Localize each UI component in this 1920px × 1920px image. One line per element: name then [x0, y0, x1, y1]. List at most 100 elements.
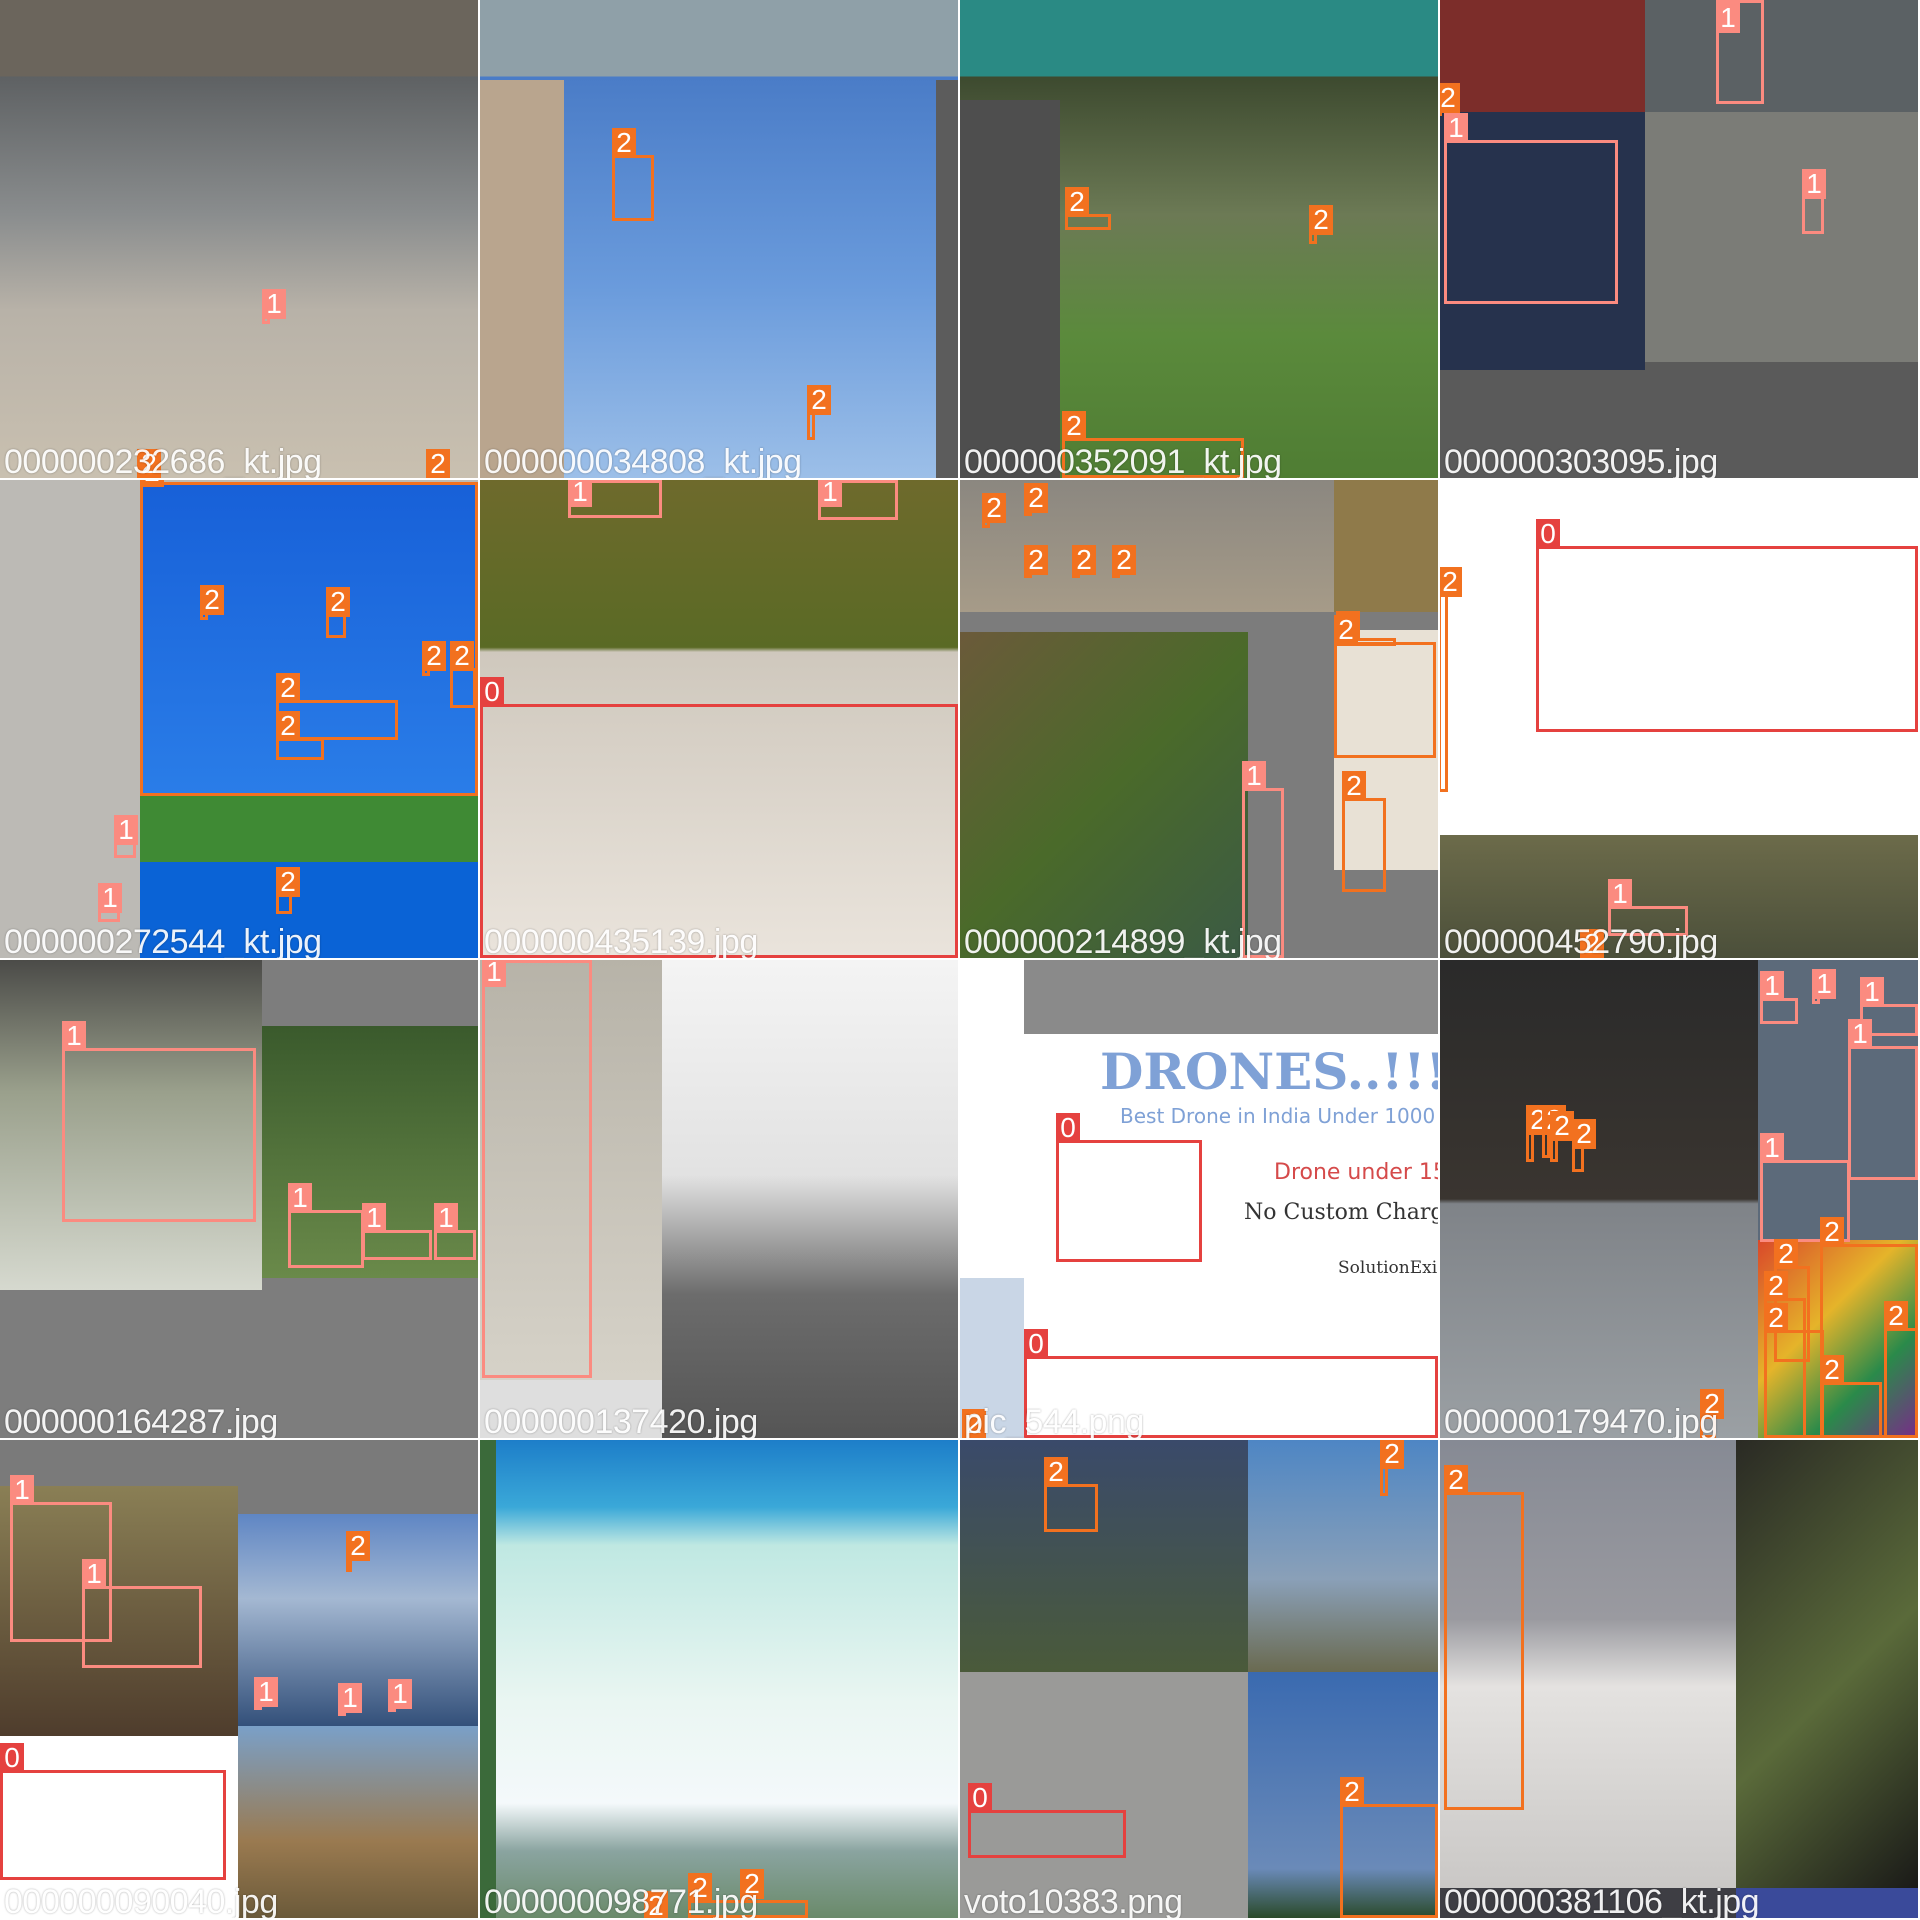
tile-7: 2 2 2 2 2 2 2 2 2 1 000000214899_kt.jpg: [960, 480, 1438, 958]
class-id-label: 2: [450, 641, 474, 671]
class-id-label: 2: [276, 711, 300, 741]
bounding-box: 2: [1820, 1355, 1882, 1438]
bounding-box: 2: [422, 641, 446, 676]
bounding-box: 2: [962, 1409, 986, 1438]
class-id-label: 2: [1820, 1355, 1844, 1385]
bounding-box: 0: [480, 677, 958, 958]
bounding-box: 2: [1044, 1457, 1098, 1532]
bounding-box: 2: [1440, 567, 1462, 792]
bounding-box: 1: [388, 1679, 412, 1712]
class-id-label: 2: [1024, 483, 1048, 513]
class-id-label: 2: [1309, 205, 1333, 235]
class-id-label: 2: [740, 1869, 764, 1899]
tile-filename: 000000381106_kt.jpg: [1444, 1883, 1760, 1918]
bounding-box: 0: [0, 1743, 226, 1880]
bounding-box: 2: [1440, 83, 1460, 116]
class-id-label: 2: [276, 673, 300, 703]
class-id-label: 1: [254, 1677, 278, 1707]
bounding-box: 1: [98, 883, 122, 922]
tile-filename: pic_544.png: [964, 1403, 1144, 1438]
class-id-label: 1: [10, 1475, 34, 1505]
tile-filename: 000000232686_kt.jpg: [4, 443, 322, 478]
bounding-box: 1: [434, 1203, 476, 1260]
class-id-label: 2: [276, 867, 300, 897]
sign-price: Drone under 15: [1274, 1160, 1438, 1185]
bounding-box: 2: [326, 587, 350, 638]
grid-divider: [0, 1438, 1920, 1440]
class-id-label: 2: [1440, 83, 1460, 113]
class-id-label: 1: [262, 289, 286, 319]
class-id-label: 2: [137, 449, 161, 478]
class-id-label: 1: [338, 1683, 362, 1713]
class-id-label: 2: [1580, 929, 1604, 958]
bounding-box: 1: [1848, 1019, 1918, 1180]
sign-brand: SolutionExist: [1338, 1258, 1438, 1278]
tile-filename: 000000090040.jpg: [4, 1883, 278, 1918]
sign-charges: No Custom Charges: [1244, 1200, 1438, 1225]
class-id-label: 2: [1062, 411, 1086, 441]
bounding-box: 2: [1526, 1105, 1550, 1162]
tile-4: 1 1 1 2 000000303095.jpg: [1440, 0, 1918, 478]
bounding-box: 2: [1342, 771, 1386, 892]
tile-8: 2 0 1 2 000000452790.jpg: [1440, 480, 1918, 958]
bounding-box: 2: [346, 1531, 370, 1572]
tile-filename: 000000352091_kt.jpg: [964, 443, 1282, 478]
bounding-box: 2: [807, 385, 831, 440]
class-id-label: 1: [62, 1021, 86, 1051]
bounding-box: 2: [140, 480, 478, 796]
class-id-label: 2: [326, 587, 350, 617]
bounding-box: 0: [1056, 1113, 1202, 1262]
class-id-label: 0: [480, 677, 504, 707]
bounding-box: 2: [276, 711, 324, 760]
bounding-box: 2: [1309, 205, 1333, 244]
grid-divider: [958, 0, 960, 1920]
bounding-box: 2: [1340, 1777, 1438, 1918]
tile-filename: 000000164287.jpg: [4, 1403, 278, 1438]
bounding-box: 1: [114, 815, 138, 858]
tile-16: 2 000000381106_kt.jpg: [1440, 1440, 1918, 1918]
bounding-box: 2: [1700, 1389, 1724, 1438]
class-id-label: 1: [388, 1679, 412, 1709]
tile-filename: 000000452790.jpg: [1444, 923, 1718, 958]
tile-5: 2 2 2 2 2 2 2 2 1 1 000000272544_kt.jpg: [0, 480, 478, 958]
bounding-box: 2: [1884, 1301, 1918, 1438]
tile-filename: 000000179470.jpg: [1444, 1403, 1718, 1438]
class-id-label: 2: [426, 449, 450, 478]
class-id-label: 2: [346, 1531, 370, 1561]
class-id-label: 0: [968, 1783, 992, 1813]
tile-filename: 000000137420.jpg: [484, 1403, 758, 1438]
tile-15: 2 2 0 2 voto10383.png: [960, 1440, 1438, 1918]
tile-filename: 000000435139.jpg: [484, 923, 758, 958]
tile-10: 1 000000137420.jpg: [480, 960, 958, 1438]
bounding-box: 2: [1065, 187, 1111, 230]
tile-2: 2 2 000000034808_kt.jpg: [480, 0, 958, 478]
bounding-box: 1: [362, 1203, 432, 1260]
tile-9: 1 1 1 1 000000164287.jpg: [0, 960, 478, 1438]
grid-divider: [1438, 0, 1440, 1920]
bounding-box: 1: [262, 289, 286, 324]
bounding-box: 1: [1716, 0, 1764, 104]
tile-filename: 000000034808_kt.jpg: [484, 443, 802, 478]
bounding-box: 0: [1024, 1329, 1438, 1438]
tile-13: 1 1 2 1 1 1 0 000000090040.jpg: [0, 1440, 478, 1918]
class-id-label: 1: [1848, 1019, 1872, 1049]
bounding-box: 2: [1572, 1119, 1596, 1172]
class-id-label: 1: [1608, 879, 1632, 909]
class-id-label: 0: [1056, 1113, 1080, 1143]
bounding-box: 2: [1444, 1465, 1524, 1810]
tile-1: 1 2 2 000000232686_kt.jpg: [0, 0, 478, 478]
class-id-label: 1: [1242, 761, 1266, 791]
class-id-label: 1: [1760, 1133, 1784, 1163]
bounding-box: 2: [1550, 1111, 1574, 1162]
class-id-label: 2: [1024, 545, 1048, 575]
class-id-label: 2: [200, 585, 224, 615]
class-id-label: 1: [434, 1203, 458, 1233]
bounding-box: 2: [1542, 1105, 1566, 1158]
class-id-label: 2: [1334, 615, 1358, 645]
tile-filename: 000000098771.jpg: [484, 1883, 758, 1918]
grid-divider: [0, 478, 1920, 480]
bounding-box: 1: [338, 1683, 362, 1716]
class-id-label: 1: [82, 1559, 106, 1589]
class-id-label: 2: [1342, 771, 1366, 801]
class-id-label: 2: [982, 493, 1006, 523]
